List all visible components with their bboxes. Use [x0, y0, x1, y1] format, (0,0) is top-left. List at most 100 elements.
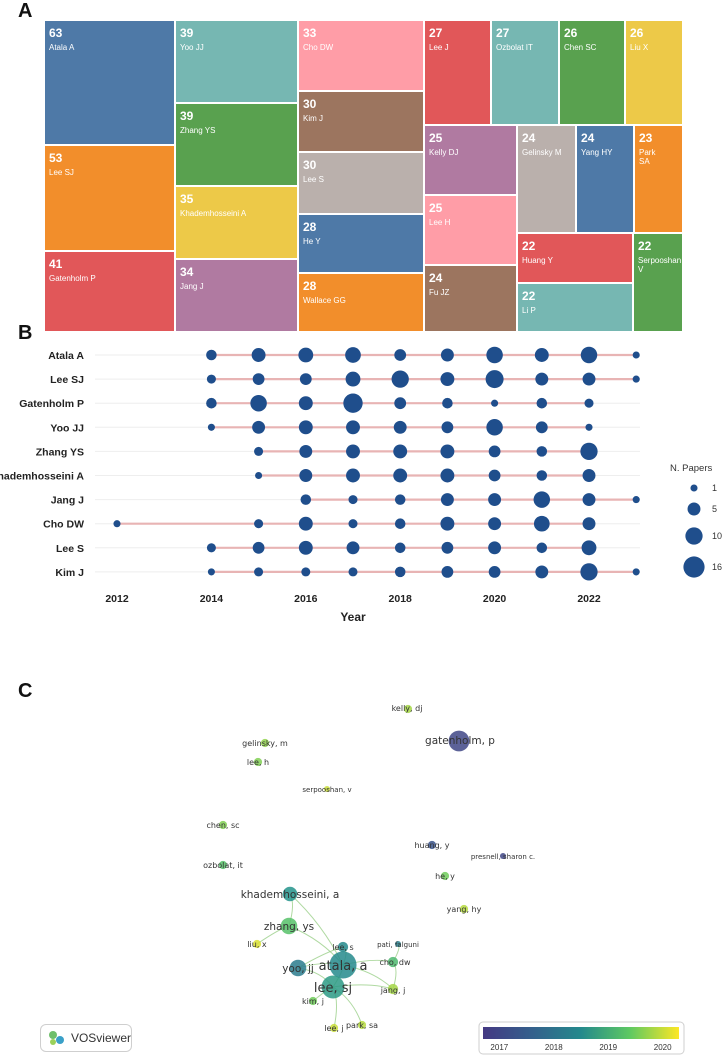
paper-count-dot — [254, 519, 264, 529]
author-label: Yoo JJ — [50, 422, 84, 434]
author-node — [387, 983, 399, 995]
author-node-label: chen, sc — [206, 821, 239, 830]
paper-count-dot — [301, 567, 311, 577]
paper-count-dot — [441, 566, 454, 578]
treemap-tile-label: Kim J — [303, 114, 323, 123]
vosviewer-logo-icon — [49, 1031, 64, 1045]
treemap-tile-label: Jang J — [180, 282, 204, 291]
paper-count-dot — [488, 469, 501, 482]
author-node-label: zhang, ys — [264, 921, 314, 933]
colorbar-tick-label: 2020 — [654, 1043, 672, 1052]
treemap-tile: 34 Jang J — [174, 258, 299, 333]
paper-count-dot — [252, 373, 265, 385]
paper-count-dot — [254, 446, 264, 456]
treemap-tile-value: 22 — [522, 289, 536, 303]
treemap-tile-rect — [624, 19, 684, 126]
paper-count-dot — [394, 542, 406, 554]
colorbar-tick-label: 2019 — [599, 1043, 617, 1052]
treemap-tile-label: Serpooshan — [638, 256, 681, 265]
paper-count-dot — [206, 397, 217, 409]
treemap-tile-rect — [174, 258, 299, 333]
treemap-tile-label: Fu JZ — [429, 288, 450, 297]
paper-count-dot — [394, 349, 407, 361]
author-label: Gatenholm P — [19, 398, 84, 410]
x-tick-label: 2018 — [389, 593, 413, 605]
paper-count-dot — [486, 419, 503, 436]
author-node — [499, 852, 507, 860]
paper-count-dot — [207, 568, 215, 576]
paper-count-dot — [632, 496, 640, 504]
treemap-tile: 53 Lee SJ — [43, 144, 176, 252]
paper-count-dot — [581, 540, 597, 556]
author-node — [394, 940, 402, 948]
author-node-label: yang, hy — [447, 905, 482, 914]
colorbar — [483, 1027, 679, 1039]
x-tick-label: 2022 — [577, 593, 601, 605]
treemap-tile-label: Chen SC — [564, 43, 597, 52]
paper-count-dot — [488, 445, 501, 458]
paper-count-dot — [343, 393, 363, 413]
paper-count-dot — [536, 446, 548, 457]
paper-count-dot — [536, 470, 548, 481]
legend-label: 16 — [712, 562, 722, 572]
treemap-tile-value: 34 — [180, 265, 194, 279]
treemap-tile-value: 22 — [522, 239, 536, 253]
treemap-tile-rect — [174, 102, 299, 187]
x-axis-label: Year — [340, 610, 366, 624]
legend-label: 10 — [712, 531, 722, 541]
treemap-tile-value: 23 — [639, 131, 653, 145]
paper-count-dot — [345, 371, 361, 387]
treemap-tile-label: He Y — [303, 237, 321, 246]
author-node — [308, 996, 318, 1006]
treemap-tile-value: 24 — [581, 131, 595, 145]
author-node-label: gelinsky, m — [242, 739, 288, 748]
treemap-tile: 28 Wallace GG — [297, 272, 425, 333]
treemap-tile-label: Lee J — [429, 43, 449, 52]
paper-count-dot — [486, 346, 503, 364]
treemap-tile-rect — [174, 19, 299, 104]
author-node-label: huang, y — [414, 841, 449, 850]
paper-count-dot — [440, 372, 455, 387]
treemap-tile-label: Zhang YS — [180, 126, 215, 135]
paper-count-dot — [345, 347, 361, 363]
paper-count-dot — [585, 423, 593, 431]
treemap-tile-label: V — [638, 265, 644, 274]
paper-count-dot — [580, 442, 598, 461]
paper-count-dot — [393, 420, 407, 434]
treemap-tile-rect — [423, 19, 492, 126]
author-node-label: jang, j — [380, 986, 406, 995]
paper-count-dot — [252, 420, 266, 434]
treemap-tile-label: Lee S — [303, 175, 324, 184]
x-tick-label: 2016 — [294, 593, 318, 605]
paper-count-dot — [298, 396, 313, 411]
treemap-tile: 22 Li P — [516, 282, 634, 333]
panel-label-c: C — [18, 680, 33, 702]
paper-count-dot — [440, 516, 455, 531]
paper-count-dot — [394, 397, 407, 410]
legend-dot — [685, 527, 703, 545]
x-tick-label: 2012 — [105, 593, 129, 605]
treemap-tile-value: 53 — [49, 151, 63, 165]
treemap-tile-rect — [423, 124, 518, 196]
treemap-tile-rect — [423, 264, 518, 333]
legend-title: N. Papers — [670, 463, 712, 474]
author-node — [280, 917, 298, 935]
colorbar-tick-label: 2017 — [490, 1043, 508, 1052]
author-node-label: lee, j — [324, 1024, 343, 1033]
author-node-label: kelly, dj — [392, 704, 423, 713]
treemap-tile-value: 25 — [429, 131, 443, 145]
vosviewer-label: VOSviewer — [70, 1031, 131, 1045]
author-node-label: pati, falguni — [377, 941, 419, 949]
treemap-tile-rect — [297, 19, 425, 92]
treemap-tile-value: 41 — [49, 257, 63, 271]
treemap-tile-label: Yoo JJ — [180, 43, 204, 52]
author-node — [252, 939, 262, 949]
legend-label: 1 — [712, 483, 717, 493]
treemap-tile-rect — [43, 19, 176, 146]
treemap-tile-label: Park — [639, 148, 656, 157]
paper-count-dot — [440, 468, 455, 483]
paper-count-dot — [254, 567, 264, 577]
treemap-tile-value: 39 — [180, 109, 194, 123]
